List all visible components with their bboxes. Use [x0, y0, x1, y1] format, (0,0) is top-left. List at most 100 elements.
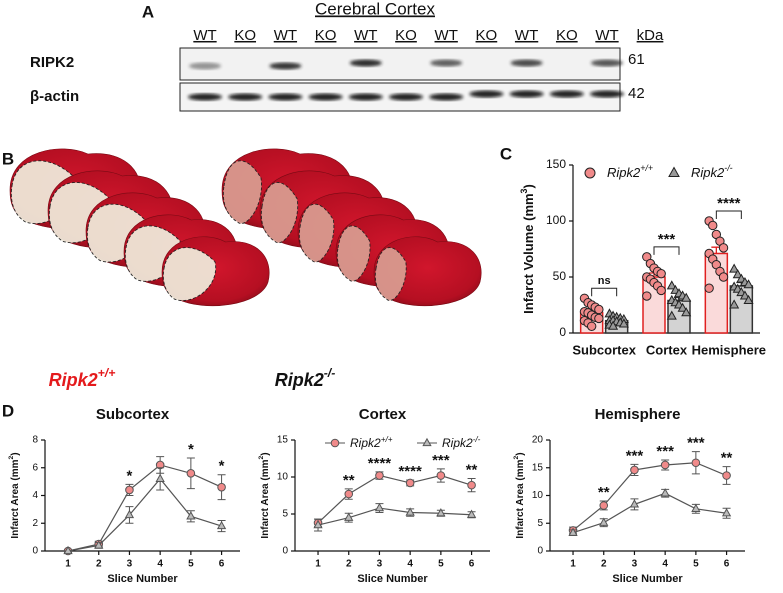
band	[591, 59, 623, 67]
y-axis-label-part: 2	[258, 456, 265, 460]
marker	[375, 471, 384, 480]
series-line	[317, 474, 472, 524]
marker	[599, 501, 609, 510]
band	[188, 93, 222, 101]
legend-label-part: Ripk2	[691, 165, 725, 180]
legend-label-part: -/-	[473, 435, 481, 444]
y-tick-label: 150	[546, 157, 566, 171]
chart-title: Cortex	[359, 406, 407, 423]
band	[389, 93, 423, 101]
y-axis-label: Infarct Area (mm2)	[258, 452, 270, 538]
marker	[722, 471, 731, 480]
marker	[666, 310, 677, 320]
blot-row-label: RIPK2	[30, 54, 74, 71]
x-tick-label: 3	[632, 559, 638, 570]
x-tick-label: 6	[724, 559, 730, 570]
y-axis-label-part: Infarct Volume (mm	[521, 193, 536, 313]
brain-genotype-part: +/+	[98, 366, 116, 380]
marker	[630, 465, 639, 475]
y-tick-label: 15	[277, 435, 289, 446]
legend-label-part: +/+	[381, 435, 393, 444]
x-axis-label: Slice Number	[107, 573, 178, 585]
marker	[642, 291, 652, 301]
brain-genotype: Ripk2-/-	[275, 366, 336, 390]
x-tick-label: 6	[469, 559, 475, 570]
marker	[704, 283, 714, 293]
legend-marker	[668, 166, 680, 177]
y-tick-label: 20	[532, 435, 544, 446]
marker	[216, 520, 227, 530]
lane-label: WT	[515, 27, 538, 44]
marker	[125, 485, 134, 495]
significance-label: **	[598, 484, 610, 501]
y-tick-label: 50	[553, 269, 567, 283]
brain-genotype-part: -/-	[324, 366, 336, 380]
significance-bracket	[653, 246, 680, 255]
significance-label: ***	[656, 443, 674, 460]
panel-label: C	[500, 144, 512, 163]
infarct	[298, 203, 335, 263]
marker	[656, 268, 666, 279]
lane-label: WT	[274, 27, 297, 44]
band	[430, 59, 463, 67]
brain-images	[9, 148, 482, 307]
lane-label: KO	[395, 27, 417, 44]
marker	[708, 220, 718, 231]
infarct	[374, 247, 407, 301]
marker	[743, 279, 754, 289]
series-line	[572, 462, 727, 531]
blot-ripk2	[179, 47, 621, 81]
marker	[467, 480, 476, 490]
marker	[729, 263, 740, 273]
y-tick-label: 0	[537, 546, 543, 557]
panel-label: A	[142, 2, 154, 21]
marker	[660, 460, 670, 470]
significance-label: ****	[717, 195, 741, 212]
y-tick-label: 8	[32, 435, 38, 446]
brain-genotype: Ripk2+/+	[49, 366, 116, 390]
y-axis-label-part: )	[515, 452, 526, 455]
infarct	[222, 160, 262, 224]
y-tick-label: 2	[32, 518, 38, 529]
legend-marker	[422, 437, 432, 447]
x-tick-label: Subcortex	[572, 342, 636, 357]
significance-label: ***	[626, 447, 644, 464]
x-tick-label: 3	[377, 559, 383, 570]
western-blot	[179, 47, 624, 112]
y-tick-label: 0	[282, 546, 288, 557]
y-tick-label: 5	[537, 518, 543, 529]
marker	[656, 285, 666, 296]
legend-label-part: +/+	[640, 163, 653, 173]
series-line	[67, 477, 222, 552]
x-tick-label: 1	[570, 559, 576, 570]
x-axis-label: Slice Number	[612, 573, 683, 585]
marker	[124, 509, 135, 519]
legend-label: Ripk2-/-	[442, 435, 481, 451]
lane-label: KO	[234, 27, 256, 44]
marker	[666, 280, 677, 290]
significance-label: ns	[598, 275, 611, 287]
marker	[63, 545, 73, 555]
x-tick-label: 1	[65, 559, 71, 570]
legend-label: Ripk2-/-	[691, 163, 733, 180]
x-tick-label: 2	[96, 559, 102, 570]
lane-label: WT	[595, 27, 618, 44]
y-axis-label-part: 3	[519, 188, 529, 193]
band	[308, 93, 343, 101]
x-tick-label: 5	[693, 559, 699, 570]
x-tick-label: 5	[188, 559, 194, 570]
y-tick-label: 6	[32, 462, 38, 473]
marker	[405, 507, 415, 516]
y-axis-label-part: 2	[8, 456, 15, 460]
marker	[405, 478, 415, 488]
significance-label: ***	[432, 452, 450, 469]
x-tick-label: 4	[157, 559, 163, 570]
y-tick-label: 10	[277, 472, 289, 483]
significance-bracket	[591, 287, 618, 297]
y-axis-label-part: Infarct Area (mm	[10, 459, 21, 538]
marker	[436, 508, 446, 517]
marker	[681, 292, 692, 302]
marker	[743, 294, 754, 304]
significance-label: ***	[658, 231, 676, 248]
